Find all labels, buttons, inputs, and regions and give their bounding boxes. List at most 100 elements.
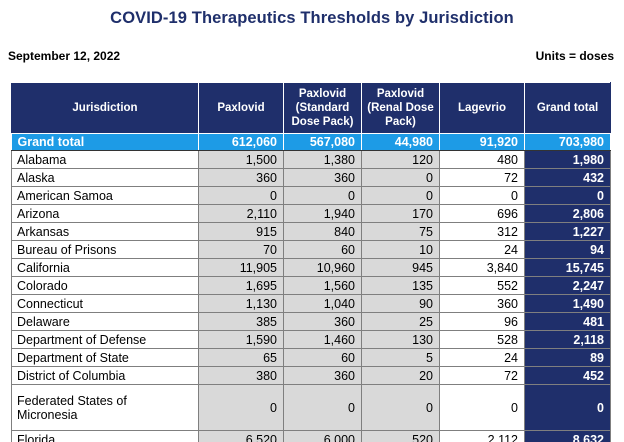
cell-paxlovid-renal: 520 <box>361 430 440 442</box>
column-header-paxlovid-standard: Paxlovid (Standard Dose Pack) <box>283 82 362 134</box>
table-row: Colorado 1,695 1,560 135 552 2,247 <box>11 276 611 295</box>
cell-grand-total: 8,632 <box>524 430 611 442</box>
cell-grand-total: 2,806 <box>524 204 611 223</box>
jurisdiction-name: Arkansas <box>11 222 199 241</box>
table-row: Bureau of Prisons 70 60 10 24 94 <box>11 240 611 259</box>
cell-lagevrio: 24 <box>439 240 525 259</box>
cell-paxlovid: 1,500 <box>198 150 284 169</box>
jurisdiction-name: Arizona <box>11 204 199 223</box>
cell-paxlovid: 70 <box>198 240 284 259</box>
cell-lagevrio: 528 <box>439 330 525 349</box>
cell-paxlovid: 11,905 <box>198 258 284 277</box>
table-row: California 11,905 10,960 945 3,840 15,745 <box>11 258 611 277</box>
cell-paxlovid-renal: 0 <box>361 384 440 431</box>
table-row: Federated States of Micronesia 0 0 0 0 0 <box>11 384 611 431</box>
table-row: American Samoa 0 0 0 0 0 <box>11 186 611 205</box>
report-date: September 12, 2022 <box>8 49 121 63</box>
cell-paxlovid: 1,130 <box>198 294 284 313</box>
cell-paxlovid-renal: 10 <box>361 240 440 259</box>
jurisdiction-name: Colorado <box>11 276 199 295</box>
cell-paxlovid-renal: 75 <box>361 222 440 241</box>
grand-total-paxlovid: 612,060 <box>198 133 284 151</box>
cell-paxlovid-standard: 10,960 <box>283 258 362 277</box>
grand-total-lagevrio: 91,920 <box>439 133 525 151</box>
cell-paxlovid: 1,695 <box>198 276 284 295</box>
cell-paxlovid-renal: 5 <box>361 348 440 367</box>
cell-paxlovid-renal: 20 <box>361 366 440 385</box>
cell-lagevrio: 0 <box>439 384 525 431</box>
column-header-jurisdiction: Jurisdiction <box>11 82 199 134</box>
cell-paxlovid: 2,110 <box>198 204 284 223</box>
cell-paxlovid-standard: 1,940 <box>283 204 362 223</box>
jurisdiction-name: Florida <box>11 430 199 442</box>
grand-total-paxlovid-standard: 567,080 <box>283 133 362 151</box>
table-row: Arizona 2,110 1,940 170 696 2,806 <box>11 204 611 223</box>
cell-paxlovid: 385 <box>198 312 284 331</box>
cell-paxlovid-standard: 1,380 <box>283 150 362 169</box>
cell-paxlovid: 360 <box>198 168 284 187</box>
cell-paxlovid: 380 <box>198 366 284 385</box>
cell-grand-total: 2,118 <box>524 330 611 349</box>
cell-lagevrio: 3,840 <box>439 258 525 277</box>
cell-lagevrio: 696 <box>439 204 525 223</box>
cell-paxlovid-standard: 360 <box>283 366 362 385</box>
column-header-grand-total: Grand total <box>524 82 611 134</box>
jurisdiction-name: District of Columbia <box>11 366 199 385</box>
table-row: Connecticut 1,130 1,040 90 360 1,490 <box>11 294 611 313</box>
cell-grand-total: 432 <box>524 168 611 187</box>
cell-paxlovid-standard: 1,040 <box>283 294 362 313</box>
cell-paxlovid-standard: 60 <box>283 240 362 259</box>
jurisdiction-name: Bureau of Prisons <box>11 240 199 259</box>
cell-paxlovid-standard: 1,560 <box>283 276 362 295</box>
jurisdiction-name: Federated States of Micronesia <box>11 384 199 431</box>
cell-lagevrio: 2,112 <box>439 430 525 442</box>
cell-lagevrio: 24 <box>439 348 525 367</box>
cell-paxlovid-renal: 90 <box>361 294 440 313</box>
cell-grand-total: 94 <box>524 240 611 259</box>
cell-lagevrio: 360 <box>439 294 525 313</box>
page-title: COVID-19 Therapeutics Thresholds by Juri… <box>110 9 514 27</box>
cell-paxlovid-renal: 0 <box>361 168 440 187</box>
table-row: Department of Defense 1,590 1,460 130 528 2,1… <box>11 330 611 349</box>
table-row: Alaska 360 360 0 72 432 <box>11 168 611 187</box>
cell-paxlovid-standard: 360 <box>283 312 362 331</box>
cell-paxlovid-renal: 945 <box>361 258 440 277</box>
units-note: Units = doses <box>535 49 614 63</box>
cell-paxlovid: 0 <box>198 384 284 431</box>
cell-paxlovid-renal: 135 <box>361 276 440 295</box>
cell-lagevrio: 96 <box>439 312 525 331</box>
column-header-lagevrio: Lagevrio <box>439 82 525 134</box>
cell-paxlovid-standard: 0 <box>283 186 362 205</box>
cell-paxlovid-renal: 25 <box>361 312 440 331</box>
cell-paxlovid: 0 <box>198 186 284 205</box>
table-row: Arkansas 915 840 75 312 1,227 <box>11 222 611 241</box>
cell-paxlovid-standard: 1,460 <box>283 330 362 349</box>
column-header-paxlovid-renal: Paxlovid (Renal Dose Pack) <box>361 82 440 134</box>
cell-paxlovid-standard: 0 <box>283 384 362 431</box>
grand-total-overall: 703,980 <box>524 133 611 151</box>
cell-grand-total: 452 <box>524 366 611 385</box>
cell-paxlovid-standard: 840 <box>283 222 362 241</box>
cell-grand-total: 15,745 <box>524 258 611 277</box>
cell-lagevrio: 0 <box>439 186 525 205</box>
table-row: Department of State 65 60 5 24 89 <box>11 348 611 367</box>
table-row: Delaware 385 360 25 96 481 <box>11 312 611 331</box>
grand-total-paxlovid-renal: 44,980 <box>361 133 440 151</box>
grand-total-label: Grand total <box>11 133 199 151</box>
jurisdiction-name: California <box>11 258 199 277</box>
cell-grand-total: 0 <box>524 186 611 205</box>
cell-paxlovid-renal: 120 <box>361 150 440 169</box>
cell-grand-total: 1,227 <box>524 222 611 241</box>
table-row: District of Columbia 380 360 20 72 452 <box>11 366 611 385</box>
column-header-paxlovid: Paxlovid <box>198 82 284 134</box>
cell-grand-total: 0 <box>524 384 611 431</box>
cell-paxlovid: 915 <box>198 222 284 241</box>
cell-lagevrio: 552 <box>439 276 525 295</box>
cell-lagevrio: 72 <box>439 366 525 385</box>
cell-paxlovid: 1,590 <box>198 330 284 349</box>
cell-grand-total: 1,490 <box>524 294 611 313</box>
cell-paxlovid-renal: 130 <box>361 330 440 349</box>
cell-paxlovid-standard: 360 <box>283 168 362 187</box>
cell-lagevrio: 72 <box>439 168 525 187</box>
jurisdiction-name: Alabama <box>11 150 199 169</box>
